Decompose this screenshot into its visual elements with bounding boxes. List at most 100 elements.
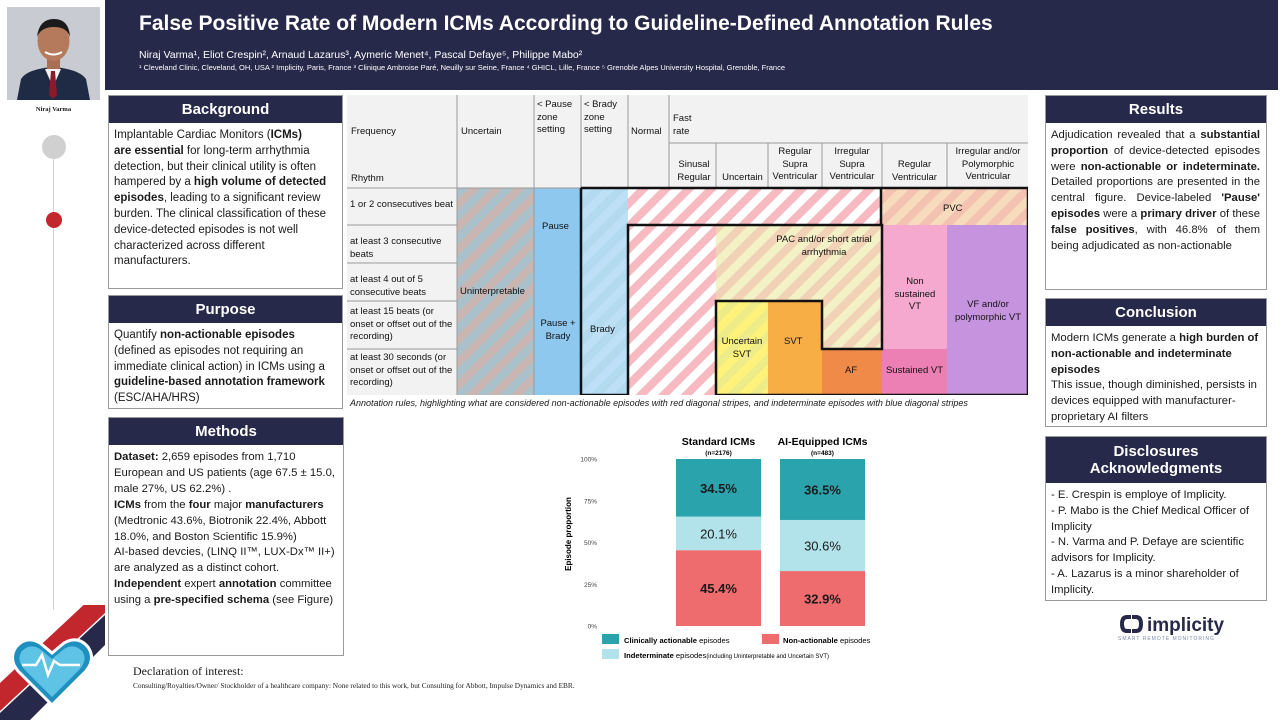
text-run: expert xyxy=(181,578,219,591)
disclosure-item: - A. Lazarus is a minor shareholder of I… xyxy=(1051,567,1239,596)
author-photo xyxy=(7,7,100,100)
category-n-label: (n=483) xyxy=(811,450,834,457)
declaration-text: Consulting/Royalties/Owner/ Stockholder … xyxy=(133,681,575,690)
legend-non-actionable: Non-actionable episodes xyxy=(783,636,871,645)
conclusion-text: Modern ICMs generate a high burden of no… xyxy=(1046,326,1266,430)
timeline-dot-grey xyxy=(42,135,66,159)
episode-proportion-chart: Episode proportion 0% 25% 50% 75% 100% 45.4%… xyxy=(564,436,871,660)
sub-regular-v: Regular Ventricular xyxy=(892,159,937,183)
disclosure-item: - N. Varma and P. Defaye are scientific … xyxy=(1051,536,1244,565)
text-bold: ICMs) xyxy=(270,129,302,141)
label-pac: PAC and/or short atrial arrhythmia xyxy=(776,234,872,258)
category-n-label: (n=2176) xyxy=(705,450,732,457)
background-heading: Background xyxy=(109,96,342,123)
y-axis-label: Episode proportion xyxy=(564,497,573,571)
poster-title: False Positive Rate of Modern ICMs Accor… xyxy=(139,12,993,35)
y-tick-label: 50% xyxy=(584,540,597,547)
text-run: (Medtronic 43.6%, Biotronik 22.4%, Abbot… xyxy=(114,514,327,543)
timeline-line xyxy=(53,150,54,610)
disclosure-item: - E. Crespin is employe of Implicity. xyxy=(1051,489,1227,501)
text-bold: guideline-based annotation framework xyxy=(114,376,325,389)
text-run: Quantify xyxy=(114,329,161,341)
text-run: Implantable Cardiac Monitors ( xyxy=(114,129,271,141)
bar-segment xyxy=(780,519,865,572)
text-run: Detailed proportions are presented in th… xyxy=(1051,176,1260,205)
text-run: 2,659 episodes from 1,710 European and U… xyxy=(114,451,335,495)
y-tick-label: 75% xyxy=(584,498,597,505)
legend-swatch-non-actionable xyxy=(762,634,779,644)
svg-text:SMART REMOTE MONITORING: SMART REMOTE MONITORING xyxy=(1118,636,1215,642)
row-15-beats: at least 15 beats (or onset or offset ou… xyxy=(350,306,453,343)
results-heading: Results xyxy=(1046,96,1266,123)
sub-irregular-polymorphic-v: Irregular and/or Polymorphic Ventricular xyxy=(955,146,1021,183)
legend-swatch-actionable xyxy=(602,634,619,644)
text-bold: ICMs xyxy=(114,498,141,511)
label-pvc: PVC xyxy=(943,203,963,214)
disclosures-list: - E. Crespin is employe of Implicity. - … xyxy=(1046,483,1266,603)
header-banner: False Positive Rate of Modern ICMs Accor… xyxy=(105,0,1278,90)
purpose-section: Purpose Quantify non-actionable episodes… xyxy=(108,295,343,409)
bar-segment xyxy=(780,459,865,520)
conclusion-heading: Conclusion xyxy=(1046,299,1266,326)
text-bold: Dataset: xyxy=(114,451,159,463)
text-bold: false positives xyxy=(1051,223,1135,236)
row-30-seconds: at least 30 seconds (or onset or offset … xyxy=(350,352,453,389)
bar-segment xyxy=(780,571,865,626)
disclosures-section: Disclosures Acknowledgments - E. Crespin … xyxy=(1045,436,1267,601)
annotation-rules-figure: Frequency Rhythm Uncertain < Pause zone … xyxy=(347,95,1028,395)
text-bold: non-actionable or indeterminate. xyxy=(1080,160,1261,173)
background-text: Implantable Cardiac Monitors (ICMs) are e… xyxy=(109,123,342,274)
text-run: , leading to a significant review burden… xyxy=(114,192,327,268)
svg-text:implicity: implicity xyxy=(1147,615,1225,636)
text-run: Adjudication revealed that a xyxy=(1051,129,1201,141)
heading-line: Acknowledgments xyxy=(1089,460,1223,477)
text-run: (defined as episodes not requiring an im… xyxy=(114,344,325,373)
text-run: major xyxy=(210,498,246,511)
y-tick-label: 25% xyxy=(584,582,597,589)
text-run: AI-based devcies, (LINQ II™, LUX-Dx™ II+… xyxy=(114,546,335,575)
text-run: (ESC/AHA/HRS) xyxy=(114,392,200,405)
row-4-of-5-beats: at least 4 out of 5 consecutive beats xyxy=(350,274,427,298)
label-svt: SVT xyxy=(784,336,803,347)
col-fast-rate: Fast rate xyxy=(673,113,692,137)
bar-segment xyxy=(676,516,761,551)
text-bold: non-actionable episodes xyxy=(160,329,295,341)
text-run: committee using a xyxy=(114,578,332,607)
text-bold: high burden of non-actionable and indete… xyxy=(1051,332,1259,376)
sub-uncertain: Uncertain xyxy=(722,172,763,183)
text-bold: high volume of detected episodes xyxy=(114,176,327,205)
col-pause-zone: < Pause zone setting xyxy=(537,99,573,136)
text-bold: 'Pause' episodes xyxy=(1051,192,1260,220)
text-run: were a xyxy=(1099,207,1141,220)
bar-data-label: 36.5% xyxy=(804,482,841,497)
disclosure-item: - P. Mabo is the Chief Medical Officer o… xyxy=(1051,504,1249,533)
bar-data-label: 32.9% xyxy=(804,592,841,607)
category-label: Standard ICMs xyxy=(682,436,756,448)
col-brady-zone: < Brady zone setting xyxy=(584,99,618,136)
legend-indeterminate: Indeterminate episodes(including Uninter… xyxy=(624,651,829,660)
text-run: from the xyxy=(141,498,189,511)
legend-actionable: Clinically actionable episodes xyxy=(624,636,730,645)
text-run: of these xyxy=(1216,207,1260,220)
methods-text: Dataset: 2,659 episodes from 1,710 Europ… xyxy=(109,445,343,613)
text-run: (see Figure) xyxy=(269,594,334,607)
timeline-dot-red xyxy=(46,212,62,228)
row-3-beats: at least 3 consecutive beats xyxy=(350,236,442,260)
header-rhythm: Rhythm xyxy=(351,173,384,184)
header-frequency: Frequency xyxy=(351,126,396,137)
text-bold: primary driver xyxy=(1140,207,1217,220)
purpose-heading: Purpose xyxy=(109,296,342,323)
text-bold: substantial proportion xyxy=(1051,129,1260,157)
col-normal: Normal xyxy=(631,126,662,137)
y-tick-label: 0% xyxy=(588,624,598,631)
label-uninterpretable: Uninterpretable xyxy=(460,286,525,297)
declaration-heading: Declaration of interest: xyxy=(133,664,244,678)
label-pause: Pause xyxy=(542,221,569,232)
bar-data-label: 20.1% xyxy=(700,526,737,541)
methods-section: Methods Dataset: 2,659 episodes from 1,7… xyxy=(108,417,344,656)
label-brady: Brady xyxy=(590,324,615,335)
col-uncertain: Uncertain xyxy=(461,126,502,137)
y-tick-label: 100% xyxy=(580,457,597,464)
background-section: Background Implantable Cardiac Monitors … xyxy=(108,95,343,289)
text-run: , with 46.8% of them being adjudicated a… xyxy=(1051,223,1261,252)
